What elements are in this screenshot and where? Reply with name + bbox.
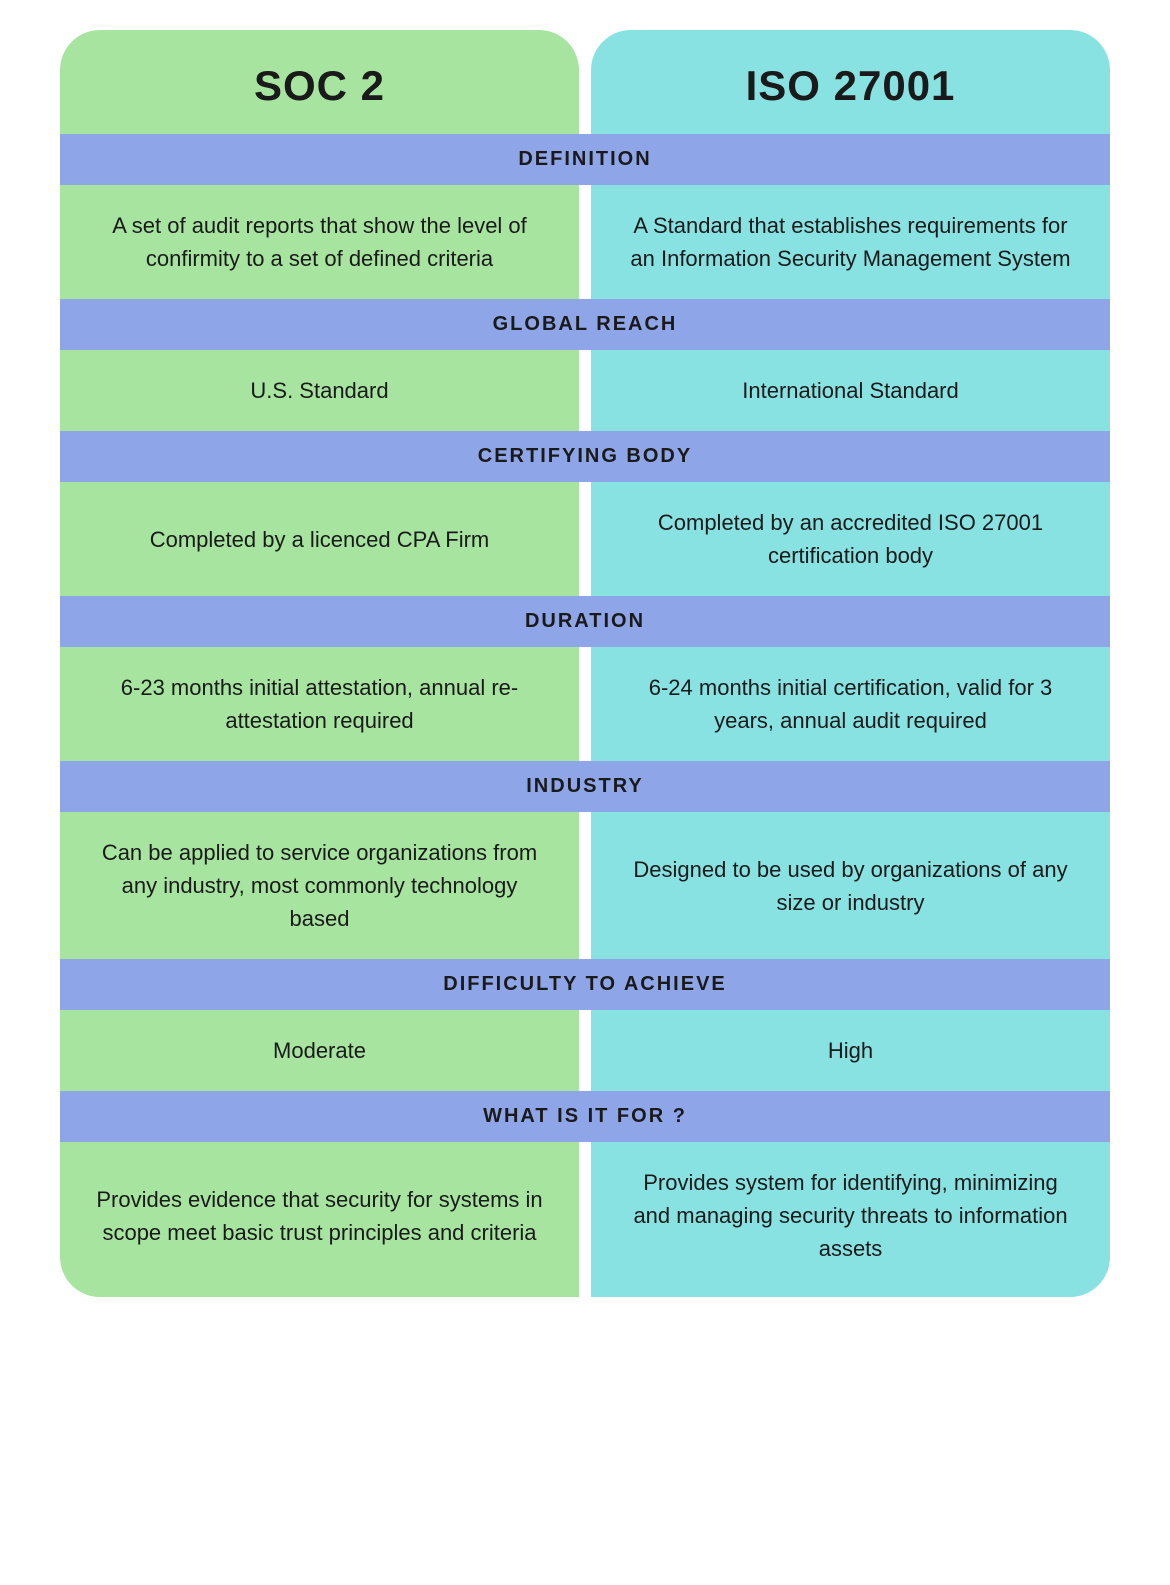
content-text: Provides system for identifying, minimiz… (627, 1166, 1074, 1265)
content-row-duration: 6-23 months initial attestation, annual … (60, 647, 1110, 761)
content-right-cell: International Standard (591, 350, 1110, 431)
content-row-what-is-it-for: Provides evidence that security for syst… (60, 1142, 1110, 1297)
content-text: Completed by a licenced CPA Firm (150, 523, 490, 556)
header-left-cell: SOC 2 (60, 30, 579, 134)
content-row-industry: Can be applied to service organizations … (60, 812, 1110, 959)
content-right-cell: Completed by an accredited ISO 27001 cer… (591, 482, 1110, 596)
content-text: High (828, 1034, 873, 1067)
section-title: GLOBAL REACH (60, 313, 1110, 336)
content-row-global-reach: U.S. Standard International Standard (60, 350, 1110, 431)
content-text: 6-24 months initial certification, valid… (627, 671, 1074, 737)
section-title: DIFFICULTY TO ACHIEVE (60, 973, 1110, 996)
section-header-what-is-it-for: WHAT IS IT FOR ? (60, 1091, 1110, 1142)
section-header-global-reach: GLOBAL REACH (60, 299, 1110, 350)
content-text: Provides evidence that security for syst… (96, 1183, 543, 1249)
section-title: DEFINITION (60, 148, 1110, 171)
content-right-cell: 6-24 months initial certification, valid… (591, 647, 1110, 761)
section-header-industry: INDUSTRY (60, 761, 1110, 812)
content-row-certifying-body: Completed by a licenced CPA Firm Complet… (60, 482, 1110, 596)
section-title: DURATION (60, 610, 1110, 633)
content-left-cell: Can be applied to service organizations … (60, 812, 579, 959)
content-text: Completed by an accredited ISO 27001 cer… (627, 506, 1074, 572)
section-header-difficulty: DIFFICULTY TO ACHIEVE (60, 959, 1110, 1010)
header-right-title: ISO 27001 (611, 62, 1090, 110)
header-right-cell: ISO 27001 (591, 30, 1110, 134)
content-left-cell: Provides evidence that security for syst… (60, 1142, 579, 1297)
content-text: A set of audit reports that show the lev… (96, 209, 543, 275)
header-row: SOC 2 ISO 27001 (60, 30, 1110, 134)
content-right-cell: Provides system for identifying, minimiz… (591, 1142, 1110, 1297)
content-text: International Standard (742, 374, 959, 407)
content-text: 6-23 months initial attestation, annual … (96, 671, 543, 737)
content-text: U.S. Standard (250, 374, 388, 407)
content-left-cell: U.S. Standard (60, 350, 579, 431)
content-text: Designed to be used by organizations of … (627, 853, 1074, 919)
content-row-definition: A set of audit reports that show the lev… (60, 185, 1110, 299)
content-text: A Standard that establishes requirements… (627, 209, 1074, 275)
section-title: WHAT IS IT FOR ? (60, 1105, 1110, 1128)
header-left-title: SOC 2 (80, 62, 559, 110)
content-text: Moderate (273, 1034, 366, 1067)
content-left-cell: A set of audit reports that show the lev… (60, 185, 579, 299)
content-right-cell: High (591, 1010, 1110, 1091)
section-header-certifying-body: CERTIFYING BODY (60, 431, 1110, 482)
comparison-table: SOC 2 ISO 27001 DEFINITION A set of audi… (60, 30, 1110, 1297)
section-title: CERTIFYING BODY (60, 445, 1110, 468)
section-header-duration: DURATION (60, 596, 1110, 647)
content-left-cell: 6-23 months initial attestation, annual … (60, 647, 579, 761)
content-right-cell: A Standard that establishes requirements… (591, 185, 1110, 299)
content-left-cell: Completed by a licenced CPA Firm (60, 482, 579, 596)
content-left-cell: Moderate (60, 1010, 579, 1091)
section-title: INDUSTRY (60, 775, 1110, 798)
section-header-definition: DEFINITION (60, 134, 1110, 185)
content-text: Can be applied to service organizations … (96, 836, 543, 935)
content-row-difficulty: Moderate High (60, 1010, 1110, 1091)
content-right-cell: Designed to be used by organizations of … (591, 812, 1110, 959)
